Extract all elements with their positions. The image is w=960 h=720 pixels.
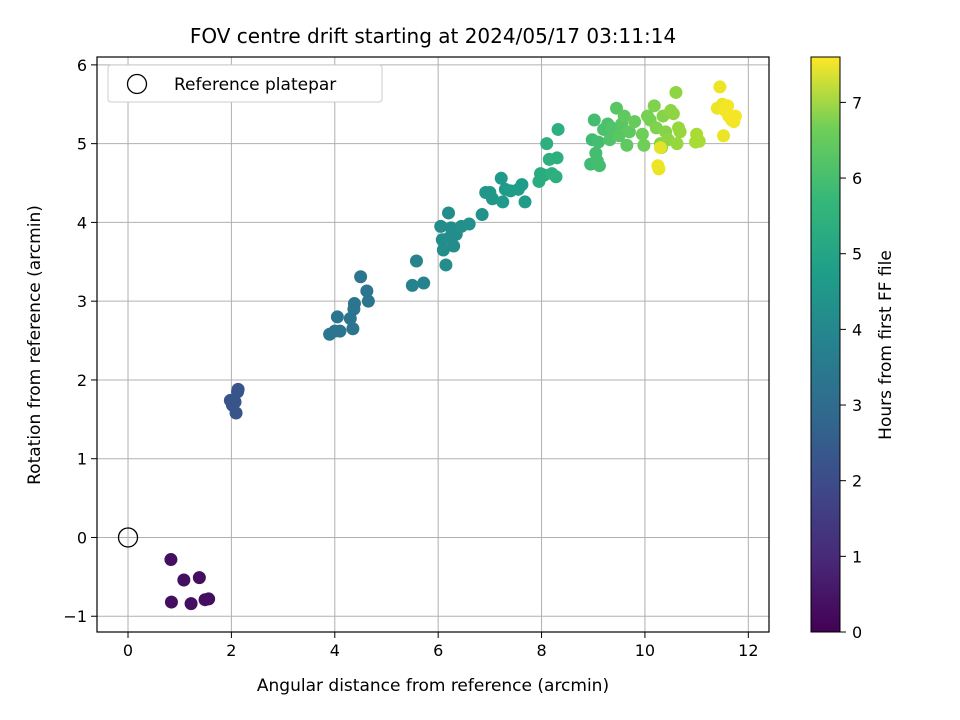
data-point	[202, 592, 216, 606]
data-point	[591, 135, 605, 149]
data-point	[622, 125, 636, 139]
data-point	[360, 284, 374, 298]
y-tick-label: −1	[63, 607, 87, 626]
data-points	[117, 80, 742, 611]
data-point	[515, 178, 529, 192]
x-tick-label: 6	[433, 641, 443, 660]
colorbar-tick-label: 7	[852, 93, 862, 112]
data-point	[592, 159, 606, 173]
data-point	[439, 258, 453, 272]
data-point	[409, 254, 423, 268]
data-point	[620, 138, 634, 152]
data-point	[713, 80, 727, 94]
colorbar-tick-label: 0	[852, 623, 862, 642]
colorbar-tick-label: 5	[852, 245, 862, 264]
data-point	[666, 107, 680, 121]
data-point	[670, 137, 684, 151]
data-point	[692, 134, 706, 148]
plot-frame	[96, 56, 770, 633]
data-point	[192, 571, 206, 585]
data-point	[587, 113, 601, 127]
data-point	[177, 573, 191, 587]
x-tick-label: 8	[536, 641, 546, 660]
data-point	[550, 151, 564, 165]
data-point	[496, 195, 510, 209]
legend-marker-reference	[126, 73, 148, 95]
y-tick-label: 3	[77, 292, 87, 311]
data-point	[447, 239, 461, 253]
y-tick-label: 0	[77, 528, 87, 547]
data-point	[164, 595, 178, 609]
data-point	[229, 406, 243, 420]
data-point	[361, 294, 375, 308]
data-point	[653, 141, 667, 155]
data-point	[405, 278, 419, 292]
x-axis-ticks: 0 2 4 6 8 10 12	[123, 632, 759, 660]
colorbar-tick-label: 2	[852, 472, 862, 491]
data-point	[228, 395, 242, 409]
data-point	[549, 170, 563, 184]
data-point	[485, 192, 499, 206]
data-point	[717, 129, 731, 143]
colorbar: 0 1 2 3 4 5 6 7 Hours from first FF file	[810, 56, 896, 642]
data-point	[436, 243, 450, 257]
y-tick-label: 5	[77, 135, 87, 154]
data-point	[417, 276, 431, 290]
x-axis-title: Angular distance from reference (arcmin)	[257, 676, 609, 696]
data-point	[551, 122, 565, 136]
data-point	[635, 127, 649, 141]
data-point	[612, 129, 626, 143]
x-tick-label: 2	[226, 641, 236, 660]
y-tick-label: 4	[77, 213, 87, 232]
data-point	[540, 137, 554, 151]
x-tick-label: 4	[330, 641, 340, 660]
y-tick-label: 2	[77, 371, 87, 390]
y-tick-label: 6	[77, 56, 87, 75]
y-axis-ticks: −1 0 1 2 3 4 5 6	[63, 56, 97, 626]
colorbar-tick-label: 1	[852, 547, 862, 566]
data-point	[164, 553, 178, 567]
colorbar-tick-label: 6	[852, 169, 862, 188]
data-point	[347, 297, 361, 311]
legend-label-reference: Reference platepar	[174, 75, 336, 95]
reference-point	[117, 527, 139, 548]
data-point	[184, 597, 198, 611]
data-point	[647, 99, 661, 113]
data-point	[518, 195, 532, 209]
data-point	[442, 206, 456, 220]
colorbar-tick-label: 3	[852, 396, 862, 415]
legend: Reference platepar	[107, 64, 383, 103]
data-point	[721, 99, 735, 113]
data-point	[669, 85, 683, 99]
data-point	[346, 322, 360, 336]
data-point	[652, 162, 666, 176]
legend-box	[107, 64, 383, 103]
data-point	[434, 219, 448, 233]
data-point	[617, 109, 631, 123]
y-tick-label: 1	[77, 450, 87, 469]
chart-title: FOV centre drift starting at 2024/05/17 …	[190, 24, 676, 48]
data-point	[333, 324, 347, 338]
data-point	[637, 138, 651, 152]
data-point	[330, 310, 344, 324]
data-point	[728, 109, 742, 123]
data-point	[462, 217, 476, 231]
colorbar-tick-label: 4	[852, 320, 862, 339]
y-axis-title: Rotation from reference (arcmin)	[25, 205, 45, 485]
data-point	[475, 208, 489, 222]
data-point	[354, 270, 368, 284]
x-tick-label: 10	[635, 641, 655, 660]
x-tick-label: 0	[123, 641, 133, 660]
x-tick-label: 12	[738, 641, 758, 660]
data-point	[231, 382, 245, 396]
data-point	[494, 171, 508, 185]
data-point	[628, 115, 642, 129]
colorbar-title: Hours from first FF file	[876, 250, 896, 440]
data-point	[673, 125, 687, 139]
colorbar-gradient	[810, 56, 841, 633]
colorbar-ticks: 0 1 2 3 4 5 6 7	[840, 93, 862, 642]
